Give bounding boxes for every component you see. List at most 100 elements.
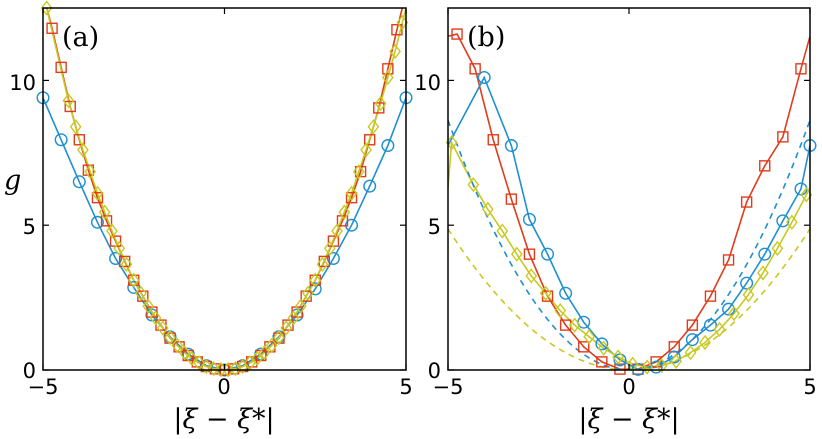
panel-b-square-point [469, 63, 481, 75]
panel-a-ticks [42, 8, 407, 371]
panel-a-diamond-point [331, 223, 343, 239]
panel-a-markers [36, 0, 413, 378]
panel-a-diamond-point [127, 272, 140, 288]
panel-a-square-point [55, 61, 67, 74]
panel-a-diamond-point [98, 204, 111, 220]
panel-b-fit-line-4 [448, 228, 810, 370]
panel-b-square-point [722, 254, 735, 266]
panel-a-xtick-neg5: −5 [28, 375, 59, 399]
panel-b-square-point [740, 196, 753, 208]
panel-a-circle-point [90, 215, 104, 229]
panel-a-diamond-point [345, 185, 358, 201]
panel-a-diamond-point [171, 337, 184, 354]
panel-b-circle-point [477, 71, 491, 85]
panel-b-square-point [559, 319, 572, 331]
panel-b-diamond-point [525, 268, 538, 284]
panel-b-xtick-neg5: −5 [433, 375, 464, 399]
panel-a-diamond-point [106, 223, 118, 239]
panel-a-square-point [382, 63, 394, 75]
panel-b-circle-point [613, 353, 627, 367]
panel-a-diamond-point [389, 43, 401, 60]
panel-b-circle-point [740, 276, 754, 290]
panel-b-fit-line-3 [448, 119, 810, 370]
panel-b-square-point [451, 28, 463, 40]
panel-a-diamond-point [135, 285, 147, 301]
panel-b-square-point [777, 131, 789, 143]
panel-a-diamond-point [69, 119, 82, 135]
panel-a-xtick-5: 5 [399, 375, 412, 399]
panel-a-diamond-point [251, 350, 264, 367]
panel-b-circle-point [667, 350, 681, 364]
panel-a-circle-point [54, 133, 68, 147]
y-axis-label: g [4, 165, 21, 196]
panel-a-diamond-point [120, 256, 133, 272]
panel-b-fit-line-2 [448, 139, 810, 368]
panel-a-diamond-point [149, 310, 162, 326]
panel-a-square-point [391, 24, 403, 36]
panel-b-square-point [704, 290, 717, 302]
panel-a-diamond-point [113, 240, 126, 257]
panel-b-ticks [447, 8, 811, 371]
panel-b-square-point [614, 363, 626, 375]
panel-b-diamond-point [713, 321, 726, 338]
panel-a-diamond-point [323, 240, 336, 257]
panel-a-diamond-point [40, 0, 53, 16]
panel-b-square-point [578, 341, 590, 353]
panel-a-diamond-point [185, 350, 198, 367]
panel-a-ytick-0: 0 [23, 359, 36, 383]
panel-a-diamond-point [352, 163, 365, 180]
panel-a-diamond-point [374, 95, 387, 112]
panel-b-ytick-10: 10 [414, 71, 441, 95]
panel-b-fit-line-0 [448, 33, 810, 370]
panel-a-circle-point [72, 175, 86, 189]
panel-b-square-point [505, 193, 518, 205]
panel-b-diamond-point [612, 349, 625, 365]
panel-b-circle-point [522, 212, 536, 226]
panel-b-square-point [795, 63, 807, 75]
panel-b-diamond-point [597, 340, 610, 356]
panel-a-diamond-point [309, 272, 322, 288]
panel-b-circle-point [758, 247, 772, 261]
panel-a-diamond-point [91, 185, 104, 201]
panel-b-diamond-point [684, 344, 697, 361]
panel-a-square-point [64, 100, 76, 113]
panel-a-diamond-point [200, 358, 213, 375]
panel-a-diamond-point [367, 119, 380, 135]
panel-a-diamond-point [207, 360, 220, 377]
panel-b-circle-point [722, 302, 736, 316]
panel-b-frame [447, 7, 811, 371]
panel-a-square-point [364, 134, 376, 146]
panel-a-square-point [73, 134, 86, 146]
panel-a-diamond-point [302, 285, 314, 301]
panel-a-fit-line-1 [46, 8, 404, 370]
panel-a-ytick-5: 5 [23, 215, 36, 239]
panel-b-square-point [686, 319, 699, 331]
panel-a-diamond-point [178, 344, 191, 361]
panel-a-label: (a) [62, 22, 99, 53]
panel-b-square-point [596, 356, 608, 368]
panel-a-xlabel: |ξ − ξ*| [173, 404, 274, 435]
panel-b-diamond-point [481, 201, 494, 217]
panel-b-square-point [523, 248, 536, 260]
panel-a-diamond-point [258, 344, 271, 361]
panel-a-circle-point [381, 139, 395, 153]
panel-b: (b) −5 0 5 0 5 10 |ξ − ξ*| [414, 7, 817, 435]
panel-b-diamond-point [510, 246, 523, 262]
panel-a-circle-point [127, 280, 141, 294]
panel-b-xtick-5: 5 [803, 375, 816, 399]
panel-a-circle-point [109, 252, 123, 266]
panel-a-circle-point [326, 252, 340, 266]
panel-a-square-point [46, 22, 58, 34]
panel-a-diamond-point [84, 163, 97, 180]
panel-a-fit-curves [43, 8, 406, 370]
panel-a-diamond-point [294, 298, 307, 314]
panel-a-frame [42, 7, 407, 371]
panel-b-circle-point [541, 247, 555, 261]
panel-a-square-point [345, 191, 358, 204]
panel-a-fit-line-0 [43, 97, 406, 370]
panel-b-ytick-5: 5 [428, 215, 441, 239]
panel-b-square-point [759, 160, 771, 172]
panel-a-diamond-point [360, 142, 372, 158]
panel-b-diamond-point [670, 353, 682, 369]
